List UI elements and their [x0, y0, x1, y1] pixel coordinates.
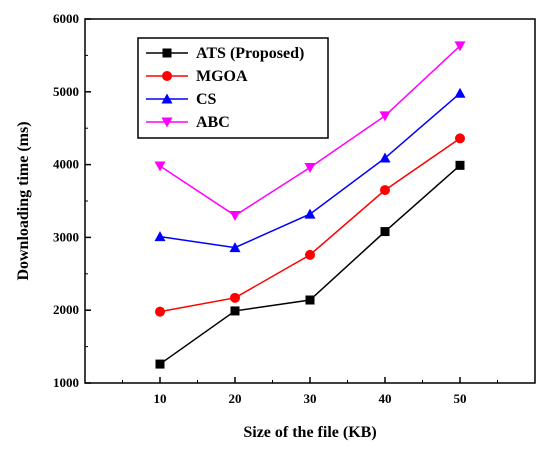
data-point	[455, 133, 465, 144]
legend-entry: CS	[146, 91, 217, 108]
legend-label: CS	[196, 91, 217, 108]
data-point	[154, 161, 166, 172]
legend: ATS (Proposed) MGOA CS ABC	[137, 37, 329, 139]
x-tick-label: 10	[154, 391, 167, 406]
x-tick-label: 40	[379, 391, 392, 406]
series-cs	[154, 87, 466, 253]
y-tick-label: 2000	[53, 302, 79, 317]
legend-entry: ATS (Proposed)	[146, 45, 304, 62]
legend-entry: ABC	[146, 114, 230, 131]
data-point	[304, 163, 316, 174]
data-point	[161, 117, 173, 128]
data-point	[155, 359, 165, 369]
data-point	[162, 71, 172, 81]
data-point	[380, 185, 390, 196]
data-point	[230, 292, 240, 303]
data-point	[154, 231, 166, 242]
legend-entry: MGOA	[146, 68, 248, 85]
y-axis-title: Downloading time (ms)	[15, 121, 32, 280]
data-point	[230, 306, 240, 316]
y-tick-label: 5000	[53, 84, 79, 99]
data-point	[455, 160, 465, 170]
x-axis-title: Size of the file (KB)	[243, 424, 376, 441]
data-point	[161, 93, 173, 104]
data-point	[229, 211, 241, 222]
data-point	[304, 208, 316, 219]
y-tick-label: 4000	[53, 157, 79, 172]
y-tick-label: 1000	[53, 375, 79, 390]
data-point	[454, 41, 466, 52]
series-abc	[154, 41, 466, 222]
x-tick-label: 50	[454, 391, 467, 406]
data-point	[380, 227, 390, 237]
y-tick-label: 3000	[53, 229, 79, 244]
data-point	[379, 111, 391, 122]
data-point	[454, 87, 466, 98]
x-tick-label: 30	[304, 391, 317, 406]
x-tick-label: 20	[229, 391, 242, 406]
data-point	[379, 152, 391, 163]
data-point	[229, 242, 241, 253]
legend-label: ABC	[196, 114, 230, 131]
series-layer	[154, 41, 466, 369]
data-point	[305, 249, 315, 260]
legend-label: MGOA	[196, 68, 248, 85]
y-tick-label: 6000	[53, 11, 79, 26]
series-mgoa	[155, 133, 465, 317]
legend-label: ATS (Proposed)	[196, 45, 304, 62]
data-point	[155, 306, 165, 317]
series-ats-proposed	[155, 160, 465, 369]
data-point	[162, 48, 172, 58]
y-axis: 1000 2000 3000 4000 5000 6000	[53, 11, 91, 390]
x-axis: 10 20 30 40 50	[122, 377, 498, 406]
data-point	[305, 295, 315, 305]
